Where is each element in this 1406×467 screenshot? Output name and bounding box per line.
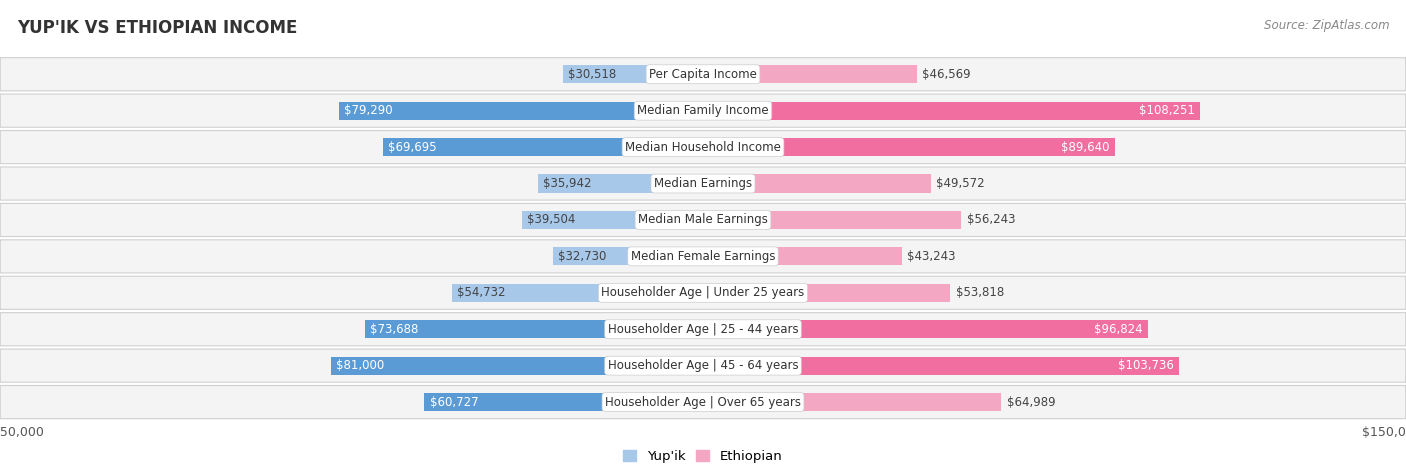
Text: $103,736: $103,736 bbox=[1118, 359, 1174, 372]
Text: Householder Age | Under 25 years: Householder Age | Under 25 years bbox=[602, 286, 804, 299]
Text: $56,243: $56,243 bbox=[967, 213, 1015, 226]
Text: $96,824: $96,824 bbox=[1094, 323, 1142, 336]
Bar bbox=[703, 175, 931, 193]
Text: $32,730: $32,730 bbox=[558, 250, 606, 263]
Text: $81,000: $81,000 bbox=[336, 359, 385, 372]
Text: Per Capita Income: Per Capita Income bbox=[650, 68, 756, 81]
Text: Householder Age | Over 65 years: Householder Age | Over 65 years bbox=[605, 396, 801, 409]
Bar bbox=[703, 283, 950, 302]
Bar bbox=[538, 175, 703, 193]
Bar bbox=[703, 65, 917, 83]
Text: $43,243: $43,243 bbox=[907, 250, 956, 263]
FancyBboxPatch shape bbox=[0, 204, 1406, 236]
FancyBboxPatch shape bbox=[0, 131, 1406, 163]
Text: Householder Age | 45 - 64 years: Householder Age | 45 - 64 years bbox=[607, 359, 799, 372]
Text: $53,818: $53,818 bbox=[956, 286, 1004, 299]
Bar bbox=[553, 248, 703, 265]
Text: $35,942: $35,942 bbox=[544, 177, 592, 190]
Text: $108,251: $108,251 bbox=[1139, 104, 1195, 117]
Text: $89,640: $89,640 bbox=[1060, 141, 1109, 154]
FancyBboxPatch shape bbox=[0, 386, 1406, 418]
Legend: Yup'ik, Ethiopian: Yup'ik, Ethiopian bbox=[619, 445, 787, 467]
Bar bbox=[425, 393, 703, 411]
Text: Source: ZipAtlas.com: Source: ZipAtlas.com bbox=[1264, 19, 1389, 32]
Text: YUP'IK VS ETHIOPIAN INCOME: YUP'IK VS ETHIOPIAN INCOME bbox=[17, 19, 297, 37]
Text: $39,504: $39,504 bbox=[527, 213, 575, 226]
Text: Median Earnings: Median Earnings bbox=[654, 177, 752, 190]
Text: $69,695: $69,695 bbox=[388, 141, 437, 154]
Bar bbox=[703, 101, 1201, 120]
FancyBboxPatch shape bbox=[0, 58, 1406, 91]
Text: $73,688: $73,688 bbox=[370, 323, 419, 336]
Bar bbox=[703, 357, 1180, 375]
Text: Householder Age | 25 - 44 years: Householder Age | 25 - 44 years bbox=[607, 323, 799, 336]
Text: Median Male Earnings: Median Male Earnings bbox=[638, 213, 768, 226]
Text: $30,518: $30,518 bbox=[568, 68, 617, 81]
FancyBboxPatch shape bbox=[0, 167, 1406, 200]
Bar bbox=[364, 320, 703, 338]
FancyBboxPatch shape bbox=[0, 313, 1406, 346]
Bar bbox=[703, 320, 1147, 338]
Text: Median Household Income: Median Household Income bbox=[626, 141, 780, 154]
FancyBboxPatch shape bbox=[0, 276, 1406, 309]
Bar bbox=[703, 248, 901, 265]
Bar bbox=[562, 65, 703, 83]
Text: $64,989: $64,989 bbox=[1007, 396, 1056, 409]
Bar bbox=[382, 138, 703, 156]
FancyBboxPatch shape bbox=[0, 94, 1406, 127]
FancyBboxPatch shape bbox=[0, 240, 1406, 273]
Bar bbox=[703, 138, 1115, 156]
Bar bbox=[522, 211, 703, 229]
Text: $46,569: $46,569 bbox=[922, 68, 972, 81]
Bar bbox=[703, 211, 962, 229]
Bar bbox=[339, 101, 703, 120]
Bar bbox=[330, 357, 703, 375]
Text: $54,732: $54,732 bbox=[457, 286, 506, 299]
Bar bbox=[703, 393, 1001, 411]
Text: $79,290: $79,290 bbox=[344, 104, 392, 117]
Text: $49,572: $49,572 bbox=[936, 177, 984, 190]
Text: Median Female Earnings: Median Female Earnings bbox=[631, 250, 775, 263]
Bar bbox=[451, 283, 703, 302]
Text: $60,727: $60,727 bbox=[430, 396, 478, 409]
Text: Median Family Income: Median Family Income bbox=[637, 104, 769, 117]
FancyBboxPatch shape bbox=[0, 349, 1406, 382]
